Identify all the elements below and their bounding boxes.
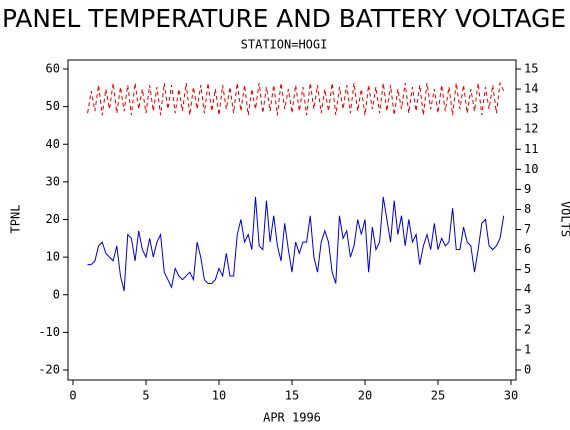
y2-tick-label: 0 (524, 363, 531, 377)
y2-tick-label: 11 (524, 142, 538, 156)
y2-tick-label: 9 (524, 182, 531, 196)
y2-tick-label: 10 (524, 162, 538, 176)
y2-axis-label: VOLTS (559, 201, 570, 237)
plot-frame (67, 59, 517, 381)
y2-tick-label: 12 (524, 122, 538, 136)
y-tick-label: 10 (46, 250, 60, 264)
y-tick-label: 40 (46, 137, 60, 151)
y-tick-label: 30 (46, 174, 60, 188)
y2-tick-label: 4 (524, 282, 531, 296)
x-tick-label: 20 (358, 389, 372, 403)
y2-tick-label: 8 (524, 202, 531, 216)
y2-tick-label: 2 (524, 322, 531, 336)
y-tick-label: 60 (46, 62, 60, 76)
x-tick-label: 25 (431, 389, 445, 403)
y-axis-label: TPNL (9, 205, 23, 234)
y-tick-label: -10 (38, 325, 60, 339)
x-tick-label: 30 (504, 389, 518, 403)
x-axis-label: APR 1996 (263, 411, 321, 425)
x-tick-label: 0 (69, 389, 76, 403)
y-tick-label: 0 (53, 287, 60, 301)
series-line (87, 196, 505, 292)
y2-tick-label: 15 (524, 62, 538, 76)
y2-tick-label: 7 (524, 222, 531, 236)
y2-tick-label: 13 (524, 102, 538, 116)
y-tick-label: 50 (46, 99, 60, 113)
y2-tick-label: 5 (524, 262, 531, 276)
y2-tick-label: 6 (524, 242, 531, 256)
y2-tick-label: 3 (524, 302, 531, 316)
series-line (87, 81, 505, 116)
x-tick-label: 10 (212, 389, 226, 403)
y-tick-label: -20 (38, 363, 60, 377)
chart-subtitle: STATION=HOGI (241, 38, 328, 52)
x-tick-label: 15 (285, 389, 299, 403)
y2-tick-label: 14 (524, 82, 538, 96)
chart-title: PANEL TEMPERATURE AND BATTERY VOLTAGE (2, 4, 566, 33)
x-tick-label: 5 (142, 389, 149, 403)
y-tick-label: 20 (46, 212, 60, 226)
y2-tick-label: 1 (524, 342, 531, 356)
